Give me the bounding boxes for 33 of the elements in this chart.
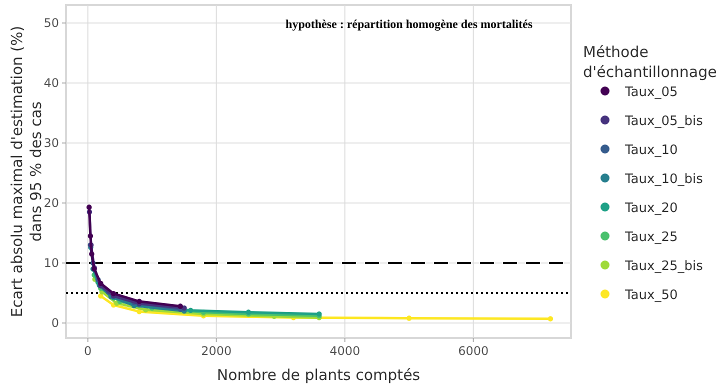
legend-label: Taux_10 — [624, 143, 678, 158]
legend-label: Taux_25 — [624, 230, 678, 245]
y-tick-label: 50 — [44, 16, 59, 30]
legend-label: Taux_25_bis — [624, 259, 704, 274]
point — [110, 290, 116, 296]
legend-label: Taux_20 — [624, 201, 678, 216]
y-tick-label: 10 — [44, 256, 59, 270]
annotation: hypothèse : répartition homogène des mortalités — [286, 17, 533, 31]
x-tick-label: 0 — [84, 344, 92, 358]
point — [188, 308, 194, 314]
point — [88, 233, 94, 239]
point — [406, 316, 412, 321]
legend-label: Taux_50 — [624, 288, 678, 303]
x-tick-label: 6000 — [458, 344, 489, 358]
y-tick-label: 20 — [44, 196, 59, 210]
point — [136, 308, 142, 314]
y-tick-label: 0 — [51, 316, 59, 330]
y-axis-title: Ecart absolu maximal d'estimation (%) dans 95 % des cas — [8, 26, 45, 318]
point — [98, 293, 104, 299]
x-axis-title: Nombre de plants comptés — [216, 366, 420, 384]
legend-title: Méthode d'échantillonnage — [583, 43, 717, 81]
x-tick-label: 4000 — [330, 344, 360, 358]
x-tick-label: 2000 — [201, 344, 232, 358]
y-tick-label: 30 — [44, 136, 59, 150]
legend-label: Taux_10_bis — [624, 172, 704, 187]
legend-label: Taux_05 — [624, 85, 678, 100]
point — [548, 316, 554, 322]
point — [89, 251, 94, 257]
point — [86, 204, 92, 210]
legend-label: Taux_05_bis — [624, 114, 704, 129]
y-tick-label: 40 — [44, 76, 59, 90]
point — [136, 298, 142, 304]
point — [178, 304, 184, 309]
